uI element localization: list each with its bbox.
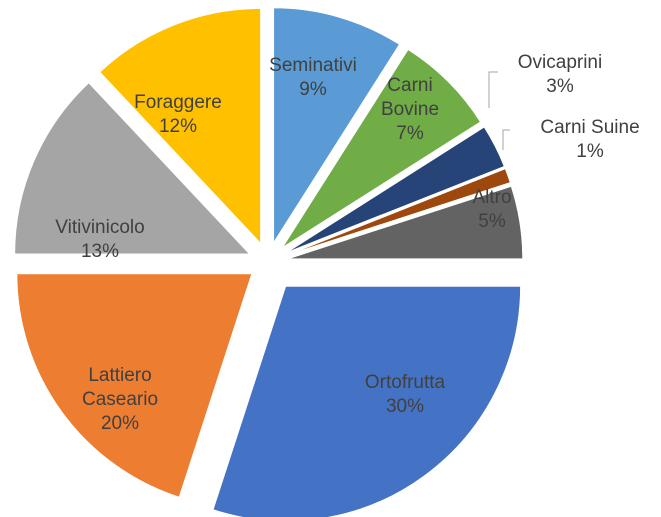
value-label: 3% bbox=[546, 76, 574, 97]
value-label: 5% bbox=[478, 211, 506, 232]
pie-slice bbox=[273, 7, 401, 245]
value-label: 20% bbox=[100, 413, 140, 434]
category-label: Ovicaprini bbox=[517, 52, 603, 73]
category-label: Ortofrutta bbox=[364, 372, 446, 393]
category-label: Lattiero Caseario bbox=[81, 365, 159, 410]
slice-label: Altro 5% bbox=[452, 186, 532, 234]
value-label: 9% bbox=[299, 79, 327, 100]
pie-slice bbox=[287, 185, 524, 260]
leader-line bbox=[502, 129, 510, 150]
pie-slice bbox=[281, 48, 482, 249]
value-label: 12% bbox=[158, 116, 198, 137]
slice-label: Ortofrutta 30% bbox=[335, 371, 475, 419]
slice-label: Seminativi 9% bbox=[248, 54, 378, 102]
slice-label: Foraggere 12% bbox=[108, 91, 248, 139]
pie-slice bbox=[285, 126, 505, 254]
category-label: Carni Bovine bbox=[380, 75, 440, 120]
pie-slice bbox=[212, 285, 522, 517]
pie-slice bbox=[99, 7, 262, 245]
leader-line bbox=[488, 71, 498, 108]
pie-slice bbox=[14, 82, 251, 255]
value-label: 7% bbox=[396, 123, 424, 144]
category-label: Seminativi bbox=[269, 55, 357, 76]
value-label: 13% bbox=[80, 241, 120, 262]
slice-label: Carni Suine 1% bbox=[520, 116, 660, 164]
category-label: Carni Suine bbox=[540, 117, 640, 138]
value-label: 1% bbox=[576, 141, 604, 162]
category-label: Vitivinicolo bbox=[55, 217, 145, 238]
pie-slice bbox=[16, 273, 253, 498]
value-label: 30% bbox=[385, 396, 425, 417]
slice-label: Lattiero Caseario 20% bbox=[70, 364, 170, 436]
slice-label: Ovicaprini 3% bbox=[490, 51, 630, 99]
slice-label: Vitivinicolo 13% bbox=[30, 216, 170, 264]
category-label: Altro bbox=[472, 187, 512, 208]
slice-label: Carni Bovine 7% bbox=[370, 74, 450, 146]
pie-slice bbox=[286, 168, 511, 256]
category-label: Foraggere bbox=[134, 92, 222, 113]
